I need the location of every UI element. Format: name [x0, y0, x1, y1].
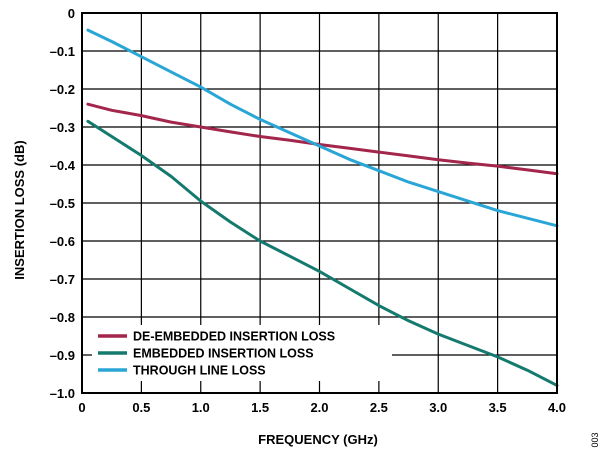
x-tick-label: 3.5 [489, 400, 507, 415]
x-tick-label: 2.0 [310, 400, 328, 415]
y-tick-label: –0.5 [50, 196, 75, 211]
x-tick-label: 4.0 [548, 400, 566, 415]
x-axis-title: FREQUENCY (GHz) [258, 432, 378, 447]
legend-label: DE-EMBEDDED INSERTION LOSS [133, 330, 335, 344]
legend: DE-EMBEDDED INSERTION LOSS EMBEDDED INSER… [98, 330, 335, 378]
x-tick-label: 2.5 [370, 400, 388, 415]
x-tick-label: 1.0 [192, 400, 210, 415]
y-tick-labels: 0 –0.1 –0.2 –0.3 –0.4 –0.5 –0.6 –0.7 –0.8 –0.9 –1.… [50, 6, 76, 401]
y-tick-label: –1.0 [50, 386, 75, 401]
series-line [86, 102, 559, 176]
figure-id: 003 [590, 432, 600, 447]
y-tick-label: –0.6 [50, 234, 75, 249]
x-tick-label: 0 [78, 400, 85, 415]
y-axis-title: INSERTION LOSS (dB) [12, 140, 27, 279]
y-tick-label: 0 [68, 6, 75, 21]
series-line [86, 28, 559, 228]
y-tick-label: –0.9 [50, 348, 75, 363]
y-tick-label: –0.4 [50, 158, 76, 173]
y-tick-label: –0.3 [50, 120, 75, 135]
legend-label: THROUGH LINE LOSS [133, 364, 266, 378]
y-tick-label: –0.1 [50, 44, 75, 59]
y-tick-label: –0.8 [50, 310, 75, 325]
y-tick-label: –0.7 [50, 272, 75, 287]
legend-background [92, 325, 392, 381]
x-tick-label: 0.5 [132, 400, 150, 415]
x-tick-label: 3.0 [429, 400, 447, 415]
series-lines [86, 28, 559, 387]
y-tick-label: –0.2 [50, 82, 75, 97]
x-tick-labels: 0 0.5 1.0 1.5 2.0 2.5 3.0 3.5 4.0 [78, 400, 566, 415]
x-tick-label: 1.5 [251, 400, 269, 415]
grid-lines [82, 13, 557, 393]
legend-label: EMBEDDED INSERTION LOSS [133, 347, 314, 361]
plot-frame [81, 12, 558, 394]
series-line [86, 119, 559, 387]
